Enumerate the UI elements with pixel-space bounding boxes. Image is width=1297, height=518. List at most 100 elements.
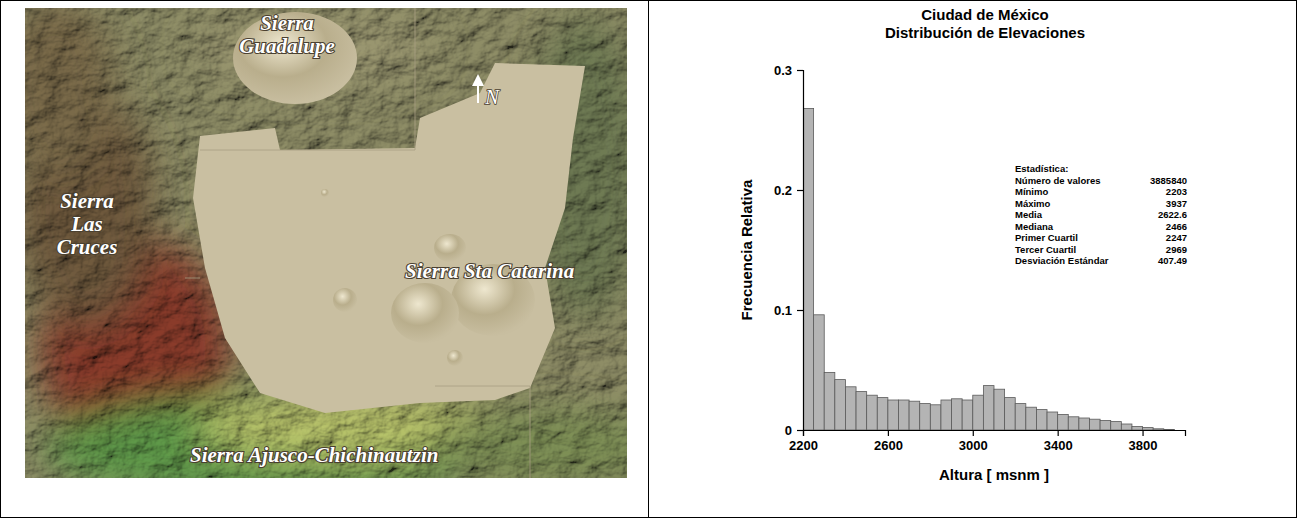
volcano	[447, 350, 463, 366]
stats-value: 2466	[1166, 221, 1187, 232]
bar	[877, 398, 888, 430]
stats-label: Tercer Cuartil	[1015, 244, 1076, 255]
stats: Estadística:Número de valores3885840Míni…	[1015, 163, 1187, 266]
tick: 0.1	[774, 303, 803, 318]
bar	[1143, 428, 1154, 430]
bar	[1068, 417, 1079, 430]
bar	[994, 389, 1005, 430]
tick: 3000	[959, 430, 988, 453]
stats-value: 2622.6	[1158, 209, 1187, 220]
map-relief	[25, 8, 627, 478]
bar	[962, 400, 973, 430]
map-ground	[25, 8, 627, 478]
bar	[1047, 412, 1058, 430]
map-colors	[25, 8, 627, 478]
histogram-panel: Ciudad de MéxicoDistribución de Elevacio…	[738, 6, 1187, 483]
stats-label: Mediana	[1015, 221, 1054, 232]
bars	[803, 108, 1174, 430]
bar	[1111, 422, 1122, 430]
arrow-head	[472, 74, 484, 86]
bar	[1132, 426, 1143, 430]
bar	[920, 404, 931, 430]
bar	[1090, 419, 1101, 430]
map-label: SierraGuadalupe	[239, 11, 335, 58]
chart-subtitle: Distribución de Elevaciones	[885, 24, 1085, 41]
x-tick-label: 3400	[1044, 438, 1073, 453]
stats-label: Número de valores	[1015, 175, 1101, 186]
y-tick-label: 0.3	[774, 63, 792, 78]
bar	[941, 400, 952, 430]
frame	[1, 0, 1297, 518]
bar	[814, 315, 825, 430]
bar	[856, 392, 867, 430]
x-tick-label: 2600	[874, 438, 903, 453]
tick-mark	[973, 430, 974, 436]
map-panel: SierraGuadalupeSierraLasCrucesSierra Sta…	[0, 0, 665, 503]
bar	[899, 400, 910, 430]
bar	[845, 387, 856, 430]
bar	[1121, 424, 1132, 430]
volcano	[233, 12, 357, 104]
volcano	[321, 189, 329, 197]
stats-label: Primer Cuartil	[1015, 232, 1078, 243]
tick: 2200	[789, 430, 818, 453]
bar	[1058, 414, 1069, 430]
chart-title: Ciudad de México	[921, 6, 1049, 23]
tick-mark	[1142, 430, 1143, 436]
bar	[1079, 418, 1090, 430]
x-tick-label: 3000	[959, 438, 988, 453]
axis-line	[797, 71, 804, 431]
bar	[952, 399, 963, 430]
tick: 0.3	[774, 63, 803, 78]
stats-label: Desviación Estándar	[1015, 255, 1109, 266]
bar	[973, 395, 984, 430]
map-label: Sierra Sta Catarina	[405, 259, 574, 283]
volcano	[391, 283, 459, 343]
bar	[1153, 429, 1164, 430]
bar	[930, 405, 941, 430]
x-tick-label: 2200	[789, 438, 818, 453]
y-tick-label: 0.2	[774, 183, 792, 198]
tick: 3400	[1044, 430, 1073, 453]
y-axis-title: Frecuencia Relativa	[738, 179, 755, 321]
x-axis-title: Altura [ msnm ]	[939, 466, 1049, 483]
tick: 0.2	[774, 183, 803, 198]
bar	[1015, 404, 1026, 430]
north-arrow: N	[472, 74, 500, 109]
stats-label: Mínimo	[1015, 186, 1048, 197]
stats-value: 2969	[1166, 244, 1187, 255]
bar	[835, 380, 846, 430]
hillshade	[25, 8, 627, 478]
volcano	[434, 234, 466, 262]
outer-border	[1, 1, 1297, 518]
bar	[824, 372, 835, 430]
tick: 2600	[874, 430, 903, 453]
tick-mark	[888, 430, 889, 436]
bar	[1100, 420, 1111, 430]
x-tick-label: 3800	[1129, 438, 1158, 453]
tick-mark	[797, 310, 803, 311]
bar	[867, 395, 878, 430]
stats-value: 407.49	[1158, 255, 1187, 266]
bar	[1005, 398, 1016, 430]
bar	[1036, 410, 1047, 430]
tick: 0	[785, 423, 803, 438]
map-label: Sierra Ajusco-Chichinautzin	[190, 443, 438, 467]
tick: 3800	[1129, 430, 1158, 453]
cell-divider	[648, 0, 649, 518]
stats-value: 3885840	[1150, 175, 1187, 186]
map-labels: SierraGuadalupeSierraLasCrucesSierra Sta…	[57, 11, 575, 467]
stats-label: Máximo	[1015, 198, 1051, 209]
axis-line	[804, 431, 1186, 437]
tick-mark	[1058, 430, 1059, 436]
bar	[803, 108, 814, 430]
y-tick-label: 0	[785, 423, 792, 438]
stats-label: Media	[1015, 209, 1043, 220]
y-tick-label: 0.1	[774, 303, 792, 318]
stats-value: 2247	[1166, 232, 1187, 243]
tick-mark	[797, 190, 803, 191]
bar	[1026, 407, 1037, 430]
stats-value: 3937	[1166, 198, 1187, 209]
boundary	[185, 8, 530, 478]
basin	[193, 63, 585, 413]
